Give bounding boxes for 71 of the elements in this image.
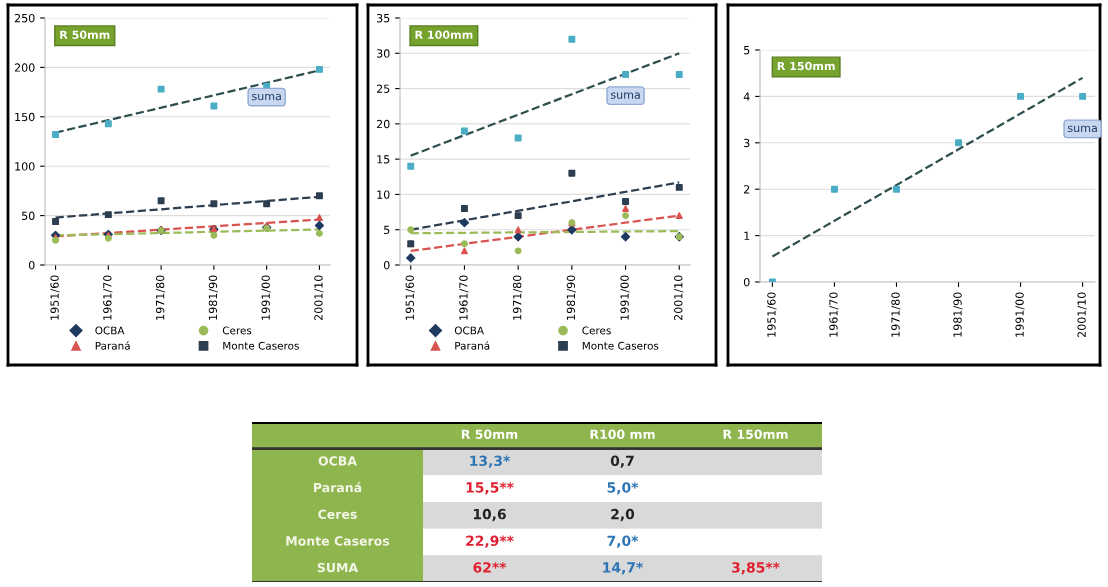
y-tick-label: 0 <box>28 260 35 270</box>
text: R 50mm <box>60 30 110 39</box>
text: 5,0* <box>607 482 639 495</box>
legend-label: Ceres <box>582 326 611 335</box>
x-tick-label: 1961/70 <box>459 275 469 320</box>
x-tick-label: 1951/60 <box>767 292 777 337</box>
x-tick-label: 1961/70 <box>103 275 113 320</box>
annotation: suma <box>252 93 281 101</box>
y-tick-label: 250 <box>14 13 35 23</box>
category-label: R100 mm <box>590 429 655 439</box>
text: R 150mm <box>777 61 835 71</box>
y-tick-label: 2 <box>744 185 750 194</box>
x-tick-label: 1981/90 <box>953 292 963 337</box>
legend-label: Paraná <box>455 341 490 350</box>
text: 13,3* <box>470 455 510 468</box>
x-tick-label: 2001/10 <box>314 275 324 321</box>
annotation: suma <box>1067 125 1097 133</box>
x-tick-label: 1951/60 <box>405 275 415 320</box>
text: 22,9** <box>466 535 514 548</box>
x-tick-label: 1991/00 <box>261 275 271 320</box>
y-tick-label: 0 <box>383 260 390 270</box>
y-tick-label: 4 <box>743 92 750 101</box>
legend-label: OCBA <box>454 326 484 335</box>
y-tick-label: 5 <box>744 46 750 55</box>
legend-label: OCBA <box>95 326 125 335</box>
annotation: suma <box>610 92 640 99</box>
text: 7,0* <box>607 535 639 548</box>
text: 10,6 <box>473 508 506 522</box>
y-tick-label: 3 <box>744 138 750 148</box>
x-tick-label: 1981/90 <box>208 275 218 320</box>
y-tick-label: 30 <box>376 49 390 58</box>
y-tick-label: 5 <box>384 225 390 235</box>
category-label: R 150mm <box>723 429 788 439</box>
y-tick-label: 20 <box>376 119 390 129</box>
text: 0,7 <box>610 455 634 468</box>
legend-label: Monte Caseros <box>223 341 299 350</box>
x-tick-label: 2001/10 <box>1077 292 1087 338</box>
y-tick-label: 1 <box>744 231 750 240</box>
category-label: OCBA <box>318 456 357 466</box>
x-tick-label: 1971/80 <box>512 275 523 320</box>
category-label: Monte Caseros <box>286 536 390 546</box>
legend-label: Monte Caseros <box>582 341 659 350</box>
y-tick-label: 0 <box>743 277 750 287</box>
category-label: Ceres <box>318 509 357 519</box>
category-label: R 50mm <box>461 429 518 439</box>
category-label: SUMA <box>317 562 359 573</box>
text: 62** <box>473 562 507 573</box>
category-label: Paraná <box>314 482 362 493</box>
text: 2,0 <box>611 508 635 522</box>
y-tick-label: 10 <box>377 190 390 199</box>
text: 14,7* <box>603 562 643 575</box>
legend-label: Ceres <box>222 326 252 335</box>
x-tick-label: 1971/80 <box>155 275 166 320</box>
x-tick-label: 1951/60 <box>50 275 60 320</box>
y-tick-label: 35 <box>376 13 390 23</box>
x-tick-label: 1961/70 <box>829 292 839 337</box>
x-tick-label: 1991/00 <box>1015 292 1025 337</box>
text: 15,5** <box>466 482 514 495</box>
legend-label: Paraná <box>95 341 130 350</box>
x-tick-label: 1971/80 <box>891 292 901 337</box>
text: R 100mm <box>415 30 473 39</box>
x-tick-label: 1991/00 <box>620 275 630 320</box>
y-tick-label: 25 <box>376 84 390 93</box>
y-tick-label: 200 <box>14 63 35 72</box>
y-tick-label: 100 <box>15 162 35 171</box>
x-tick-label: 2001/10 <box>674 275 684 321</box>
text: 3,85** <box>732 562 780 575</box>
y-tick-label: 15 <box>377 155 390 164</box>
x-tick-label: 1981/90 <box>566 275 576 320</box>
y-tick-label: 50 <box>22 211 35 220</box>
y-tick-label: 150 <box>15 112 35 122</box>
